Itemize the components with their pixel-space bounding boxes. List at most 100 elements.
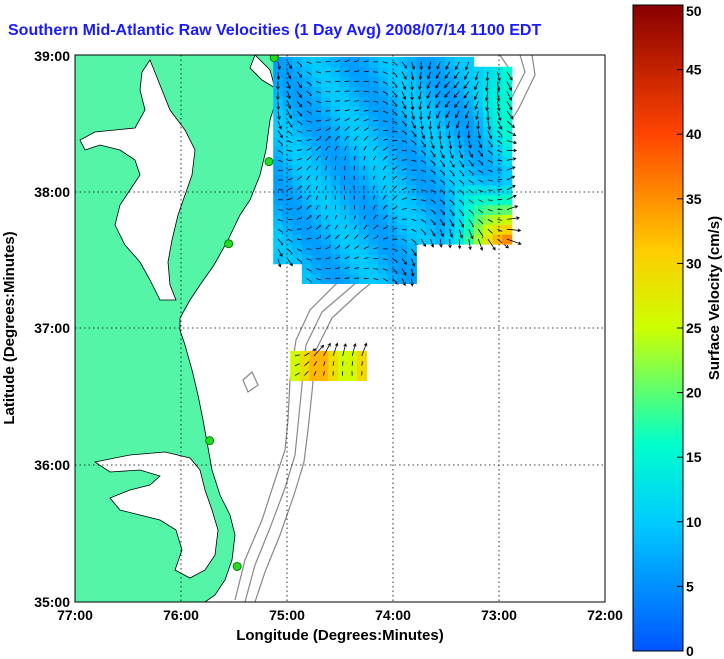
velocity-vector — [436, 61, 441, 70]
velocity-vector — [426, 91, 431, 100]
velocity-vector — [276, 81, 280, 91]
y-tick-labels: 39:00 38:00 37:00 36:00 35:00 — [34, 48, 70, 610]
velocity-cell — [292, 204, 303, 216]
velocity-vector — [464, 71, 470, 80]
velocity-cell — [337, 350, 349, 362]
velocity-vector — [506, 238, 522, 245]
velocity-cell — [328, 350, 339, 362]
velocity-cell — [356, 360, 368, 372]
velocity-cell — [368, 145, 379, 156]
velocity-cell — [320, 224, 332, 235]
velocity-cell — [347, 370, 358, 382]
velocity-cell — [340, 125, 351, 137]
velocity-cell — [330, 224, 341, 235]
velocity-vector — [401, 71, 407, 80]
velocity-cell — [435, 96, 446, 107]
velocity-cell — [349, 155, 360, 166]
velocity-cell — [309, 350, 320, 362]
velocity-cell — [349, 145, 360, 156]
plot-frame — [74, 54, 606, 603]
velocity-vector — [401, 268, 407, 276]
velocity-cell — [330, 234, 341, 245]
velocity-cell — [349, 115, 360, 127]
station-marker — [232, 561, 242, 571]
velocity-vector — [474, 71, 479, 81]
velocity-cell — [320, 125, 332, 137]
y-tick-label: 35:00 — [34, 594, 70, 610]
velocity-vector — [445, 61, 451, 70]
velocity-cell — [444, 96, 456, 107]
velocity-vector — [287, 258, 293, 267]
velocity-vector — [474, 81, 479, 91]
velocity-vector — [465, 110, 470, 119]
velocity-cell — [311, 175, 322, 186]
velocity-cell — [359, 243, 370, 255]
velocity-vector — [453, 81, 460, 89]
velocity-vector — [497, 71, 501, 82]
velocity-cell — [340, 243, 351, 255]
velocity-region-south — [290, 342, 368, 382]
velocity-vector — [276, 71, 281, 81]
velocity-cell — [378, 155, 389, 166]
velocity-vector — [449, 160, 455, 169]
delaware-bay — [249, 55, 276, 89]
velocity-vector — [401, 101, 407, 110]
velocity-cell — [311, 194, 322, 206]
velocity-vector — [361, 342, 368, 356]
velocity-vector — [287, 71, 292, 80]
velocity-vector — [411, 248, 417, 257]
velocity-cell — [292, 165, 303, 176]
velocity-vector — [475, 110, 479, 120]
velocity-cell — [309, 370, 320, 382]
velocity-vector — [410, 91, 414, 101]
velocity-vector — [468, 150, 473, 158]
velocity-cell — [435, 86, 446, 97]
velocity-cell — [349, 234, 360, 245]
velocity-cell — [320, 184, 332, 196]
velocity-cell — [359, 194, 370, 206]
velocity-vector — [506, 148, 518, 153]
velocity-cell — [454, 96, 465, 107]
colorbar-tick-label: 15 — [686, 449, 702, 465]
velocity-vector — [419, 111, 423, 121]
velocity-vector — [485, 71, 490, 82]
velocity-vector — [277, 248, 283, 258]
colorbar-tick-label: 5 — [686, 578, 694, 594]
y-tick-label: 38:00 — [34, 184, 70, 200]
station-marker — [205, 436, 215, 446]
velocity-cell — [330, 175, 341, 186]
velocity-cell — [387, 175, 398, 186]
velocity-vector — [410, 81, 414, 91]
velocity-vector — [287, 110, 292, 119]
velocity-cell — [444, 76, 456, 88]
velocity-vector — [323, 342, 331, 357]
velocity-cell — [368, 165, 379, 176]
velocity-vector — [477, 130, 482, 140]
velocity-vector — [448, 140, 453, 150]
colorbar-label: Surface Velocity (cm/s) — [706, 216, 723, 380]
velocity-vector — [420, 238, 426, 248]
velocity-vector — [436, 110, 441, 119]
velocity-cell — [299, 370, 310, 382]
velocity-vector — [296, 91, 303, 99]
velocity-vector — [435, 71, 441, 79]
velocity-vector — [465, 120, 470, 130]
velocity-vector — [401, 91, 407, 100]
velocity-cell — [378, 214, 389, 225]
colorbar-tick-label: 20 — [686, 385, 702, 401]
velocity-vector — [429, 130, 434, 140]
velocity-cell — [301, 194, 312, 206]
velocity-cell — [368, 135, 379, 147]
velocity-cell — [349, 184, 360, 196]
velocity-vector — [506, 205, 519, 210]
velocity-cell — [444, 86, 456, 97]
velocity-vector — [401, 81, 407, 91]
velocity-vector — [411, 258, 416, 267]
velocity-vector — [449, 229, 454, 238]
velocity-vector — [467, 130, 471, 140]
velocity-cell — [311, 184, 322, 196]
velocity-cell — [378, 145, 389, 156]
colorbar-tick-label: 30 — [686, 255, 702, 271]
velocity-cell — [359, 175, 370, 186]
velocity-vector — [419, 61, 424, 71]
